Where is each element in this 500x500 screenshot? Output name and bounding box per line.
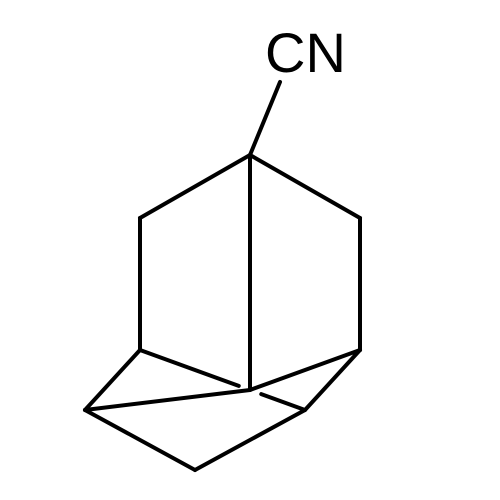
cn-label: CN	[265, 20, 346, 85]
structure-svg	[0, 0, 500, 500]
chemical-structure-canvas: CN	[0, 0, 500, 500]
